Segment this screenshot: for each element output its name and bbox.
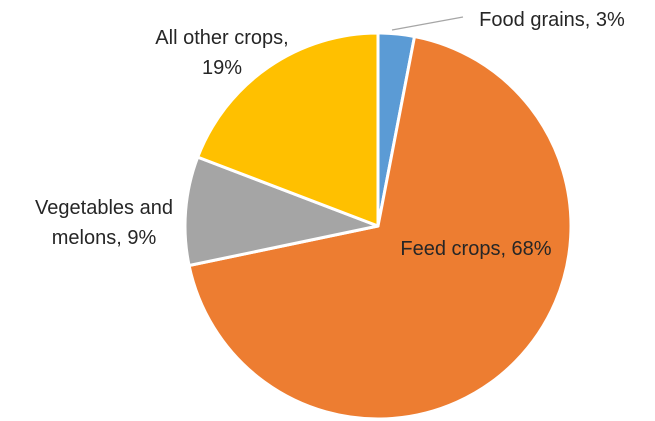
slice-label-line: melons, 9% [52,227,157,249]
slice-label-all-other-crops: All other crops, 19% [155,27,288,79]
leader-line-food-grains [391,16,464,31]
pie-slices [183,31,573,421]
pie-slice-all-other-crops [196,31,380,228]
slice-label-feed-crops: Feed crops, 68% [400,238,551,260]
slice-label-line: 19% [202,57,242,79]
pie-slice-vegetables-and-melons [183,155,380,268]
slice-label-vegetables-and-melons: Vegetables and melons, 9% [35,197,173,249]
leader-lines [391,16,464,31]
slice-labels: Food grains, 3% Feed crops, 68% Vegetables… [35,9,625,260]
slice-label-line: Vegetables and [35,197,173,219]
slice-label-line: Food grains, 3% [479,9,625,31]
slice-label-food-grains: Food grains, 3% [479,9,625,31]
slice-label-line: Feed crops, 68% [400,238,551,260]
slice-label-line: All other crops, [155,27,288,49]
pie-slice-feed-crops [187,34,573,421]
